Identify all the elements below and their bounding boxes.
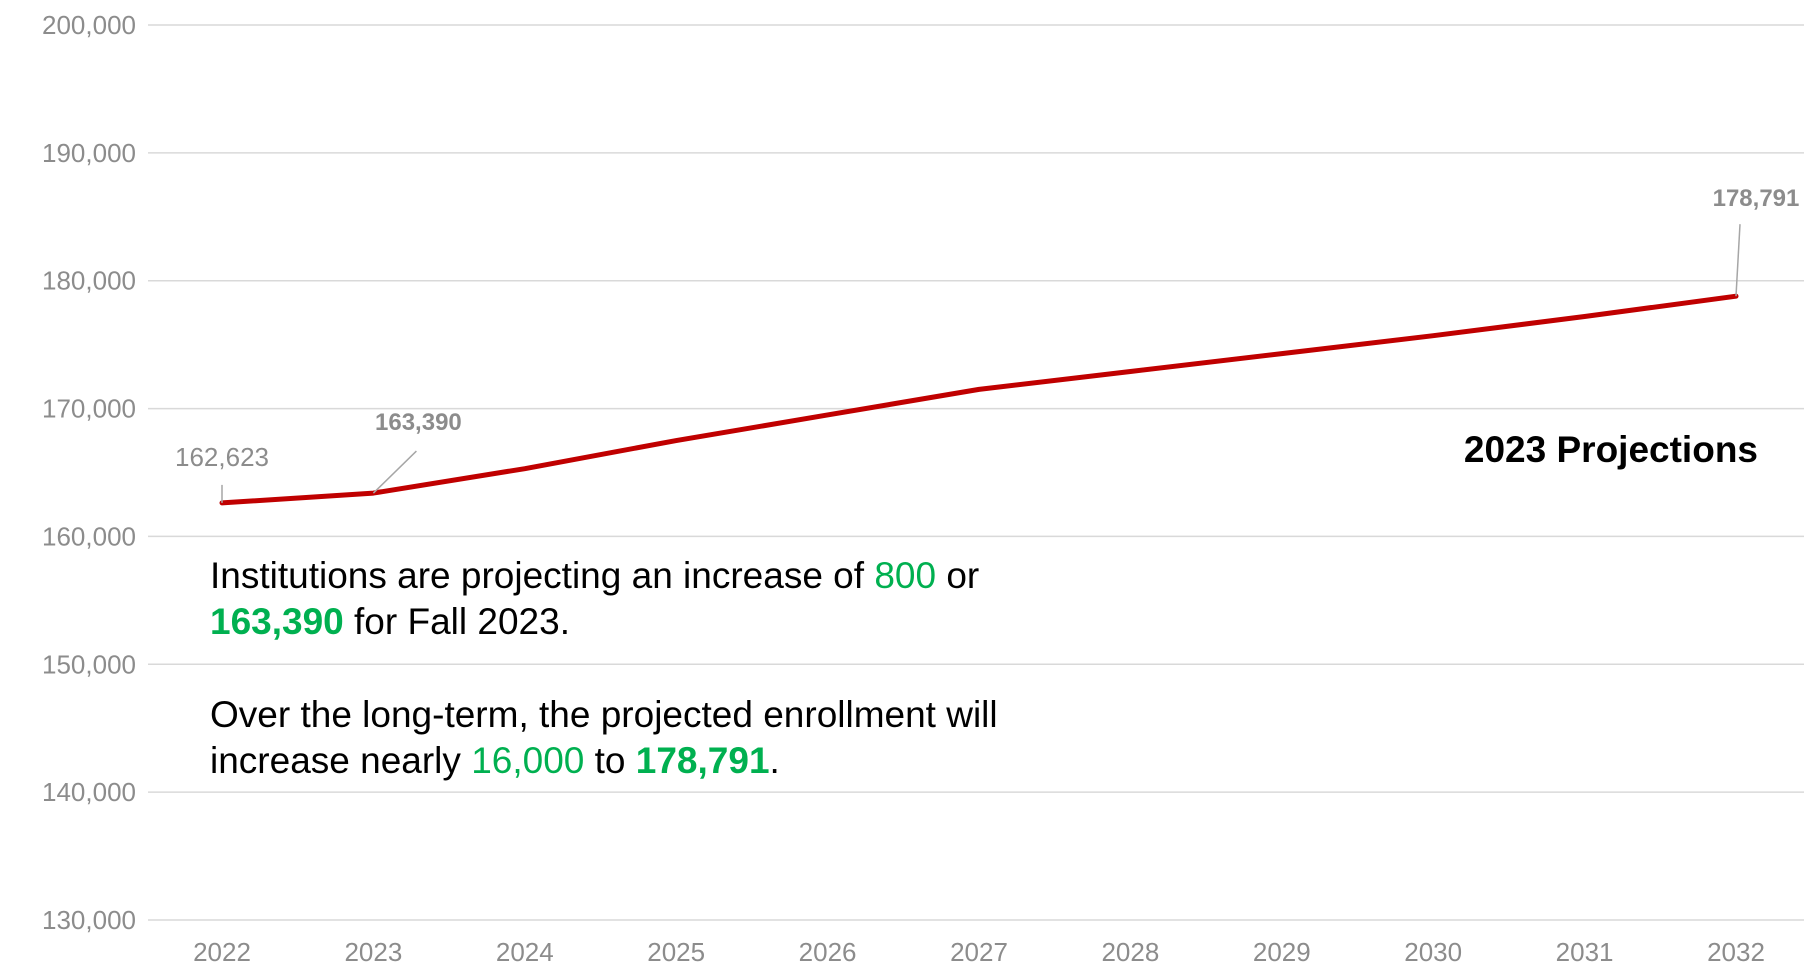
annotation-highlight: 800 [874,555,937,596]
series-line [219,293,1739,506]
annotation-text-part: to [584,740,636,781]
annotation-text-part: increase nearly [210,740,472,781]
y-tick-label: 140,000 [42,777,136,807]
annotation-paragraph-2: Over the long-term, the projected enroll… [210,692,1190,784]
annotation-text-part: Institutions are projecting an increase … [210,555,875,596]
x-tick-label: 2031 [1556,937,1614,965]
annotation-text: Institutions are projecting an increase … [210,553,1190,784]
y-tick-label: 160,000 [42,521,136,551]
x-tick-label: 2022 [193,937,251,965]
series-layer [219,293,1739,506]
x-tick-label: 2032 [1707,937,1765,965]
data-label: 163,390 [375,409,462,436]
annotation-highlight-bold: 178,791 [635,740,770,781]
x-tick-label: 2029 [1253,937,1311,965]
annotation-text-part: Over the long-term, the projected enroll… [210,694,998,735]
chart-title: 2023 Projections [1464,429,1758,470]
annotation-highlight: 16,000 [471,740,585,781]
x-tick-label: 2023 [344,937,402,965]
data-labels: 162,623 163,390 178,791 [175,185,1799,503]
x-tick-label: 2027 [950,937,1008,965]
y-tick-label: 130,000 [42,905,136,935]
x-tick-label: 2025 [647,937,705,965]
y-axis-ticks: 130,000 140,000 150,000 160,000 170,000 180,0… [42,10,136,935]
y-tick-label: 150,000 [42,649,136,679]
y-tick-label: 170,000 [42,394,136,424]
data-label: 178,791 [1713,185,1800,212]
annotation-text-part: . [769,740,780,781]
leader-line [372,450,417,494]
leader-line [1735,224,1741,297]
annotation-highlight-bold: 163,390 [210,601,344,642]
annotation-text-part: for Fall 2023. [343,601,570,642]
data-label: 162,623 [175,442,269,472]
annotation-text-part: or [936,555,980,596]
x-tick-label: 2024 [496,937,554,965]
x-tick-label: 2026 [799,937,857,965]
x-tick-label: 2028 [1101,937,1159,965]
x-tick-label: 2030 [1404,937,1462,965]
annotation-paragraph-1: Institutions are projecting an increase … [210,553,1190,645]
y-tick-label: 200,000 [42,10,136,40]
x-axis-ticks: 2022 2023 2024 2025 2026 2027 2028 2029 2030 2031… [193,937,1765,965]
y-tick-label: 180,000 [42,266,136,296]
gridlines [148,24,1804,921]
y-tick-label: 190,000 [42,138,136,168]
